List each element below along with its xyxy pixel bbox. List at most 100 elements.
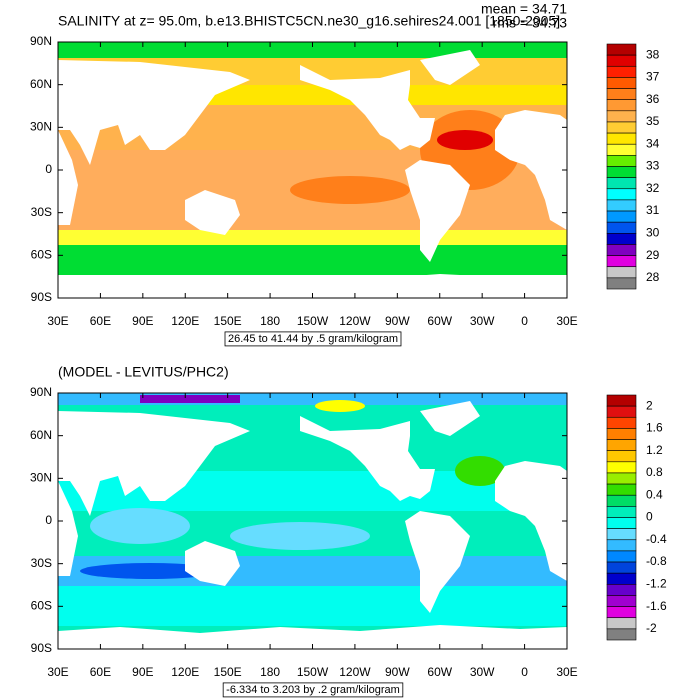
colorbar-box bbox=[606, 255, 637, 268]
colorbar-label: 38 bbox=[646, 47, 660, 61]
lat-label: 90N bbox=[30, 385, 52, 399]
lon-label: 120W bbox=[339, 314, 371, 328]
colorbar-label: 1.2 bbox=[646, 443, 663, 457]
colorbar-box bbox=[606, 517, 637, 529]
colorbar-box bbox=[606, 132, 637, 145]
lon-label: 90W bbox=[385, 665, 410, 679]
lat-label: 30N bbox=[30, 120, 52, 134]
lon-label: 30E bbox=[556, 314, 577, 328]
lat-label: 60N bbox=[30, 428, 52, 442]
lon-label: 0 bbox=[521, 665, 528, 679]
colorbar-box bbox=[606, 595, 637, 607]
colorbar-box bbox=[606, 166, 637, 178]
mean-label: mean = 34.71 bbox=[481, 1, 567, 17]
colorbar-box bbox=[606, 143, 637, 156]
lat-label: 30S bbox=[31, 556, 52, 570]
colorbar-box bbox=[606, 394, 637, 407]
colorbar-box bbox=[606, 494, 637, 507]
colorbar-box bbox=[606, 617, 637, 630]
colorbar-box bbox=[606, 506, 637, 518]
lat-label: 0 bbox=[45, 513, 52, 527]
lon-label: 30W bbox=[470, 665, 495, 679]
colorbar-box bbox=[606, 539, 637, 552]
lon-label: 60E bbox=[90, 314, 111, 328]
lon-label: 0 bbox=[521, 314, 528, 328]
colorbar-box bbox=[606, 277, 637, 290]
lon-label: 90W bbox=[385, 314, 410, 328]
colorbar-box bbox=[606, 450, 637, 463]
colorbar-box bbox=[606, 244, 637, 256]
colorbar-box bbox=[606, 572, 637, 585]
colorbar-box bbox=[606, 121, 637, 134]
colorbar-box bbox=[606, 628, 637, 641]
lon-label: 150W bbox=[297, 314, 329, 328]
colorbar-box bbox=[606, 428, 637, 440]
lon-label: 90E bbox=[132, 314, 153, 328]
range-label: -6.334 to 3.203 by .2 gram/kilogram bbox=[226, 684, 400, 696]
colorbar-label: 2 bbox=[646, 398, 653, 412]
colorbar-box bbox=[606, 99, 637, 112]
lon-label: 180 bbox=[260, 665, 280, 679]
lon-label: 30E bbox=[47, 314, 68, 328]
colorbar-label: 34 bbox=[646, 136, 660, 150]
colorbar-box bbox=[606, 188, 637, 201]
lon-label: 60W bbox=[427, 665, 452, 679]
colorbar-label: 28 bbox=[646, 270, 660, 284]
range-label: 26.45 to 41.44 by .5 gram/kilogram bbox=[228, 333, 398, 345]
colorbar-label: 32 bbox=[646, 181, 660, 195]
colorbar-label: 30 bbox=[646, 225, 660, 239]
lon-label: 120W bbox=[339, 665, 371, 679]
colorbar-box bbox=[606, 110, 637, 123]
colorbar-box bbox=[606, 155, 637, 167]
colorbar-box bbox=[606, 405, 637, 418]
colorbar-box bbox=[606, 416, 637, 429]
lon-label: 60W bbox=[427, 314, 452, 328]
map-top bbox=[58, 42, 567, 298]
lon-label: 90E bbox=[132, 665, 153, 679]
lon-label: 120E bbox=[171, 665, 199, 679]
colorbar-box bbox=[606, 77, 637, 89]
lon-label: 150E bbox=[214, 665, 242, 679]
lat-label: 90N bbox=[30, 34, 52, 48]
colorbar-box bbox=[606, 606, 637, 619]
range-box bbox=[222, 682, 404, 698]
colorbar-box bbox=[606, 43, 637, 56]
lat-label: 90S bbox=[31, 641, 52, 655]
colorbar-box bbox=[606, 461, 637, 474]
colorbar-label: 37 bbox=[646, 70, 660, 84]
lon-label: 150E bbox=[214, 314, 242, 328]
colorbar-box bbox=[606, 439, 637, 451]
lon-label: 30E bbox=[47, 665, 68, 679]
colorbar-box bbox=[606, 550, 637, 563]
colorbar-label: 36 bbox=[646, 92, 660, 106]
lat-label: 60N bbox=[30, 77, 52, 91]
colorbar-box bbox=[606, 177, 637, 190]
colorbar-label: 1.6 bbox=[646, 421, 663, 435]
colorbar-box bbox=[606, 54, 637, 67]
colorbar-label: -1.6 bbox=[646, 599, 667, 613]
colorbar-box bbox=[606, 221, 637, 234]
colorbar-label: 0 bbox=[646, 510, 653, 524]
rms-label: rms = 34.73 bbox=[493, 15, 568, 31]
lat-label: 30N bbox=[30, 471, 52, 485]
colorbar-box bbox=[606, 584, 637, 596]
colorbar-box bbox=[606, 88, 637, 100]
colorbar-label: 35 bbox=[646, 114, 660, 128]
colorbar-box bbox=[606, 266, 637, 279]
colorbar-box bbox=[606, 210, 637, 223]
colorbar-box bbox=[606, 528, 637, 541]
lon-label: 30W bbox=[470, 314, 495, 328]
range-box bbox=[224, 331, 402, 347]
lon-label: 60E bbox=[90, 665, 111, 679]
colorbar-box bbox=[606, 65, 637, 78]
panel-title: (MODEL - LEVITUS/PHC2) bbox=[58, 364, 229, 380]
lon-label: 150W bbox=[297, 665, 329, 679]
lat-label: 90S bbox=[31, 290, 52, 304]
colorbar-label: -1.2 bbox=[646, 576, 667, 590]
colorbar-label: 31 bbox=[646, 203, 660, 217]
colorbar-label: 29 bbox=[646, 248, 660, 262]
lat-label: 30S bbox=[31, 205, 52, 219]
colorbar-box bbox=[606, 472, 637, 485]
lat-label: 60S bbox=[31, 599, 52, 613]
